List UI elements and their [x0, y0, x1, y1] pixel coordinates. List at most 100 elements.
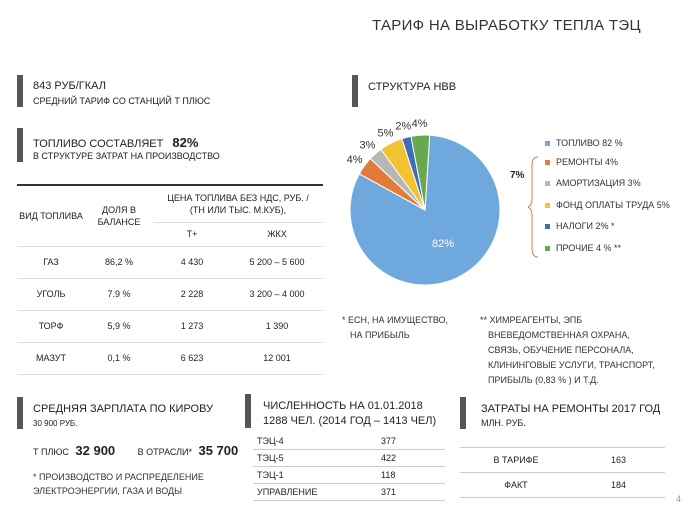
legend-item-4: ФОНД ОПЛАТЫ ТРУДА 5% [545, 200, 670, 210]
pie-label-3: 3% [360, 140, 376, 152]
pie-label-6: 4% [412, 118, 428, 130]
table-row: ФАКТ 184 [460, 472, 665, 498]
nvv-pie-chart: 82%4%3%5%2% 4% [347, 118, 501, 286]
page-number: 4 [676, 494, 682, 504]
table-row: УГОЛЬ 7.9 % 2 228 3 200 – 4 000 [17, 278, 323, 311]
cell-share: 5,9 % [85, 310, 153, 343]
note-line: НА ПРИБЫЛЬ [350, 330, 410, 340]
staff-sub: 1288 ЧЕЛ. (2014 ГОД – 1413 ЧЕЛ) [263, 415, 437, 427]
section-marker [352, 75, 358, 107]
legend-item-6: ПРОЧИЕ 4 % ** [545, 243, 621, 253]
cell-value: 371 [377, 483, 445, 501]
legend-swatch [545, 180, 550, 186]
legend-swatch [545, 245, 550, 251]
cell-value: 184 [572, 472, 665, 498]
nvv-note-other: ** ХИМРЕАГЕНТЫ, ЭПБ ВНЕВЕДОМСТВЕННАЯ ОХР… [480, 313, 655, 388]
note-line: КЛИНИНГОВЫЕ УСЛУГИ, ТРАНСПОРТ, [488, 360, 655, 370]
cell-zhkh: 1 390 [231, 310, 323, 343]
table-row: ТЭЦ-1 118 [253, 466, 445, 484]
legend-item-3: АМОРТИЗАЦИЯ 3% [545, 178, 641, 188]
repairs-sub: МЛН. РУБ. [481, 418, 526, 428]
legend-swatch [545, 202, 550, 208]
staff-table: ТЭЦ-4 377 ТЭЦ-5 422 ТЭЦ-1 118 УПРАВЛЕНИЕ 371 [253, 433, 445, 501]
note-line: * ПРОИЗВОДСТВО И РАСПРЕДЕЛЕНИЕ [33, 472, 204, 482]
cell-zhkh: 12 001 [231, 342, 323, 375]
cell-type: ГАЗ [17, 246, 85, 279]
legend-label: ТОПЛИВО 82 % [556, 138, 623, 148]
note-line: ВНЕВЕДОМСТВЕННАЯ ОХРАНА, [488, 330, 630, 340]
legend-swatch [545, 140, 550, 146]
cell-share: 0,1 % [85, 342, 153, 375]
industry-value: 35 700 [198, 443, 239, 458]
table-row: УПРАВЛЕНИЕ 371 [253, 483, 445, 501]
cell-type: ТОРФ [17, 310, 85, 343]
note-line: ПРИБЫЛЬ (0,83 % ) И Т.Д. [488, 375, 599, 385]
tariff-caption: СРЕДНИЙ ТАРИФ СО СТАНЦИЙ Т ПЛЮС [33, 96, 211, 106]
cell-share: 7.9 % [85, 278, 153, 311]
section-marker [245, 394, 251, 428]
tplus-value: 32 900 [75, 443, 116, 458]
col-header-tplus: Т+ [153, 222, 231, 247]
nvv-note-taxes: * ЕСН, НА ИМУЩЕСТВО, НА ПРИБЫЛЬ [342, 313, 448, 343]
bracket-label: 7% [510, 170, 525, 181]
cell-value: 163 [572, 447, 665, 473]
cell-name: УПРАВЛЕНИЕ [253, 483, 377, 501]
legend-label: НАЛОГИ 2% * [556, 221, 615, 231]
page-title: ТАРИФ НА ВЫРАБОТКУ ТЕПЛА ТЭЦ [372, 17, 641, 34]
cell-tplus: 6 623 [153, 342, 231, 375]
cell-share: 86,2 % [85, 246, 153, 279]
note-line: ЭЛЕКТРОЭНЕРГИИ, ГАЗА И ВОДЫ [33, 486, 183, 496]
fuel-share-value: 82% [172, 135, 199, 150]
pie-label-5: 2% [395, 121, 411, 133]
staff-title: ЧИСЛЕННОСТЬ НА 01.01.2018 [263, 400, 423, 412]
repairs-table: В ТАРИФЕ 163 ФАКТ 184 [460, 447, 665, 498]
col-header-type: ВИД ТОПЛИВА [17, 185, 85, 247]
cell-value: 377 [377, 433, 445, 450]
table-row: ТОРФ 5,9 % 1 273 1 390 [17, 310, 323, 343]
tplus-label: Т ПЛЮС [33, 447, 69, 457]
fuel-share-heading: ТОПЛИВО СОСТАВЛЯЕТ 82% [33, 135, 198, 150]
legend-label: ФОНД ОПЛАТЫ ТРУДА 5% [556, 200, 670, 210]
note-line: * ЕСН, НА ИМУЩЕСТВО, [342, 315, 449, 325]
table-row: ТЭЦ-5 422 [253, 449, 445, 467]
legend-item-2: РЕМОНТЫ 4% [545, 157, 618, 167]
legend-swatch [545, 223, 550, 229]
cell-type: УГОЛЬ [17, 278, 85, 311]
legend-label: РЕМОНТЫ 4% [556, 157, 618, 167]
fuel-share-prefix: ТОПЛИВО СОСТАВЛЯЕТ [33, 138, 164, 150]
pie-slice-6 [410, 134, 431, 211]
note-line: ** ХИМРЕАГЕНТЫ, ЭПБ [480, 315, 583, 325]
table-row: МАЗУТ 0,1 % 6 623 12 001 [17, 342, 323, 375]
cell-name: ТЭЦ-4 [253, 433, 377, 450]
section-marker [17, 75, 23, 107]
pie-label-2: 4% [347, 154, 363, 166]
pie-label-4: 5% [378, 127, 394, 139]
cell-name: ФАКТ [460, 472, 572, 498]
col-header-share: ДОЛЯ В БАЛАНСЕ [85, 185, 153, 247]
legend-item-5: НАЛОГИ 2% * [545, 221, 614, 231]
legend-label: АМОРТИЗАЦИЯ 3% [556, 178, 641, 188]
salary-note: * ПРОИЗВОДСТВО И РАСПРЕДЕЛЕНИЕ ЭЛЕКТРОЭН… [33, 470, 204, 498]
section-marker [17, 397, 23, 429]
cell-name: ТЭЦ-5 [253, 449, 377, 467]
cell-name: В ТАРИФЕ [460, 447, 572, 473]
legend-swatch [545, 159, 550, 165]
fuel-table: ВИД ТОПЛИВА ДОЛЯ В БАЛАНСЕ ЦЕНА ТОПЛИВА … [17, 184, 323, 375]
cell-tplus: 2 228 [153, 278, 231, 311]
note-line: СВЯЗЬ, ОБУЧЕНИЕ ПЕРСОНАЛА, [488, 345, 634, 355]
cell-name: ТЭЦ-1 [253, 466, 377, 484]
cell-zhkh: 5 200 – 5 600 [231, 246, 323, 279]
table-row: В ТАРИФЕ 163 [460, 447, 665, 473]
salary-title: СРЕДНЯЯ ЗАРПЛАТА ПО КИРОВУ [33, 403, 214, 415]
cell-value: 118 [377, 466, 445, 484]
cell-tplus: 1 273 [153, 310, 231, 343]
tariff-value: 843 РУБ/ГКАЛ [33, 80, 106, 92]
salary-values: Т ПЛЮС 32 900 В ОТРАСЛИ* 35 700 [33, 443, 238, 458]
table-row: ТЭЦ-4 377 [253, 433, 445, 450]
cell-type: МАЗУТ [17, 342, 85, 375]
legend-bracket [528, 156, 539, 258]
section-marker [460, 397, 466, 429]
repairs-title: ЗАТРАТЫ НА РЕМОНТЫ 2017 ГОД [481, 403, 661, 415]
legend-label: ПРОЧИЕ 4 % ** [556, 243, 622, 253]
col-header-zhkh: ЖКХ [231, 222, 323, 247]
